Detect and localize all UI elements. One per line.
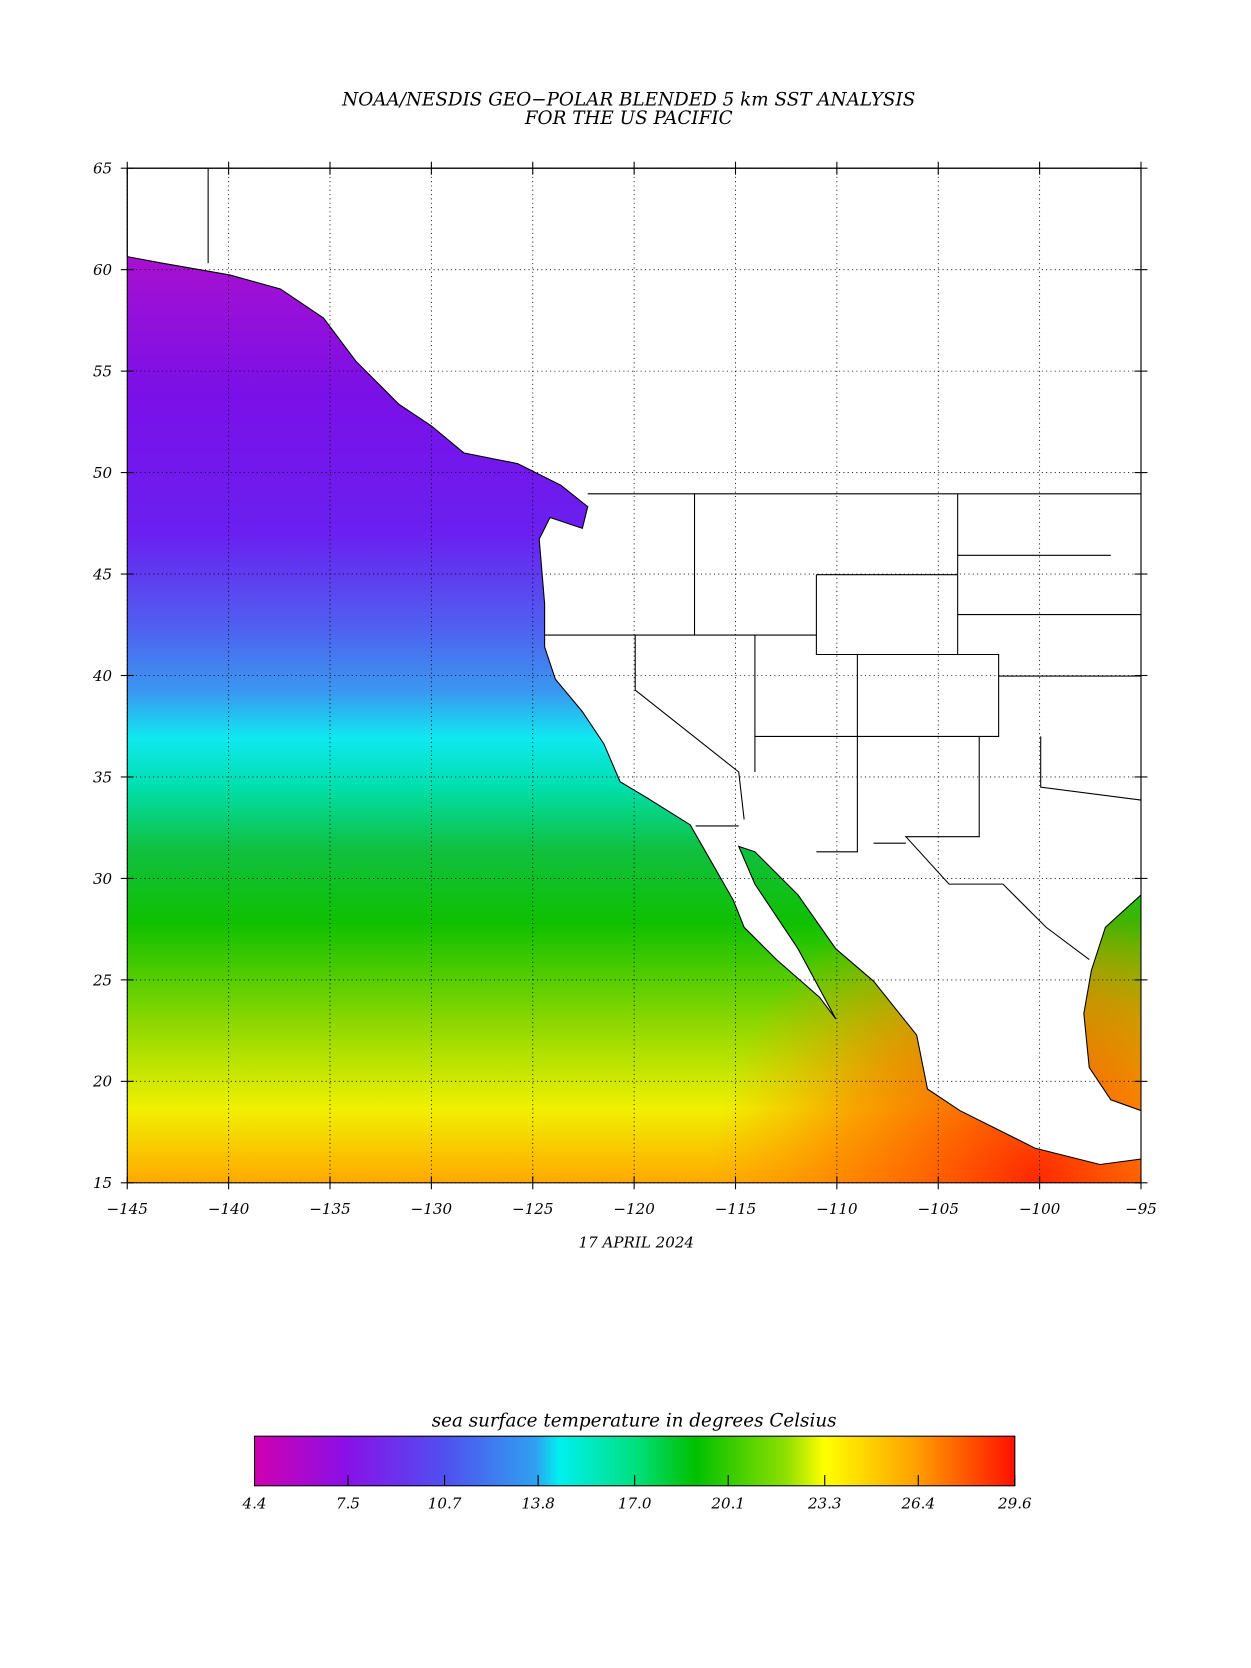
colorbar-tick-label: 7.5 [336,1494,360,1512]
y-tick-label: 50 [93,464,113,482]
colorbar-tick-label: 4.4 [242,1494,267,1512]
map-title: NOAA/NESDIS GEO−POLAR BLENDED 5 km SST A… [341,90,915,111]
colorbar-ticks: 4.4 7.5 10.7 13.8 17.0 20.1 23.3 26.4 29.6 [242,1474,1032,1512]
x-tick-label: −140 [208,1200,250,1218]
colorbar-tick-label: 13.8 [521,1494,555,1512]
y-tick-label: 45 [92,565,112,583]
y-tick-label: 55 [93,363,112,381]
axes: −145 −140 −135 −130 −125 −120 −115 −110 −105 −100… [92,160,1157,1218]
y-tick-label: 35 [93,768,112,786]
x-tick-label: −115 [715,1200,756,1218]
y-tick-label: 25 [92,971,112,989]
y-tick-label: 15 [93,1174,112,1192]
colorbar-tick-label: 29.6 [997,1494,1032,1512]
x-tick-label: −105 [918,1200,959,1218]
y-tick-label: 65 [93,160,112,178]
x-tick-label: −100 [1019,1200,1061,1218]
colorbar-tick-label: 20.1 [710,1494,745,1512]
colorbar-tick-label: 26.4 [900,1494,935,1512]
sst-field [126,167,1142,1183]
map-subtitle: FOR THE US PACIFIC [524,108,733,129]
date-label: 17 APRIL 2024 [579,1233,695,1251]
x-tick-label: −120 [613,1200,655,1218]
x-tick-label: −95 [1125,1200,1157,1218]
colorbar-tick-label: 17.0 [618,1494,652,1512]
x-tick-label: −110 [816,1200,858,1218]
x-tick-label: −145 [107,1200,148,1218]
y-tick-label: 40 [92,667,113,685]
y-tick-label: 60 [93,261,113,279]
colorbar-tick-label: 23.3 [807,1494,842,1512]
borders [207,168,1142,961]
x-tick-label: −125 [512,1200,553,1218]
x-tick-label: −135 [309,1200,350,1218]
y-tick-label: 20 [92,1073,113,1091]
land [126,167,1142,1166]
colorbar-title: sea surface temperature in degrees Celsi… [432,1410,837,1431]
x-tick-label: −130 [411,1200,453,1218]
y-tick-label: 30 [93,870,113,888]
colorbar-tick-label: 10.7 [428,1494,462,1512]
